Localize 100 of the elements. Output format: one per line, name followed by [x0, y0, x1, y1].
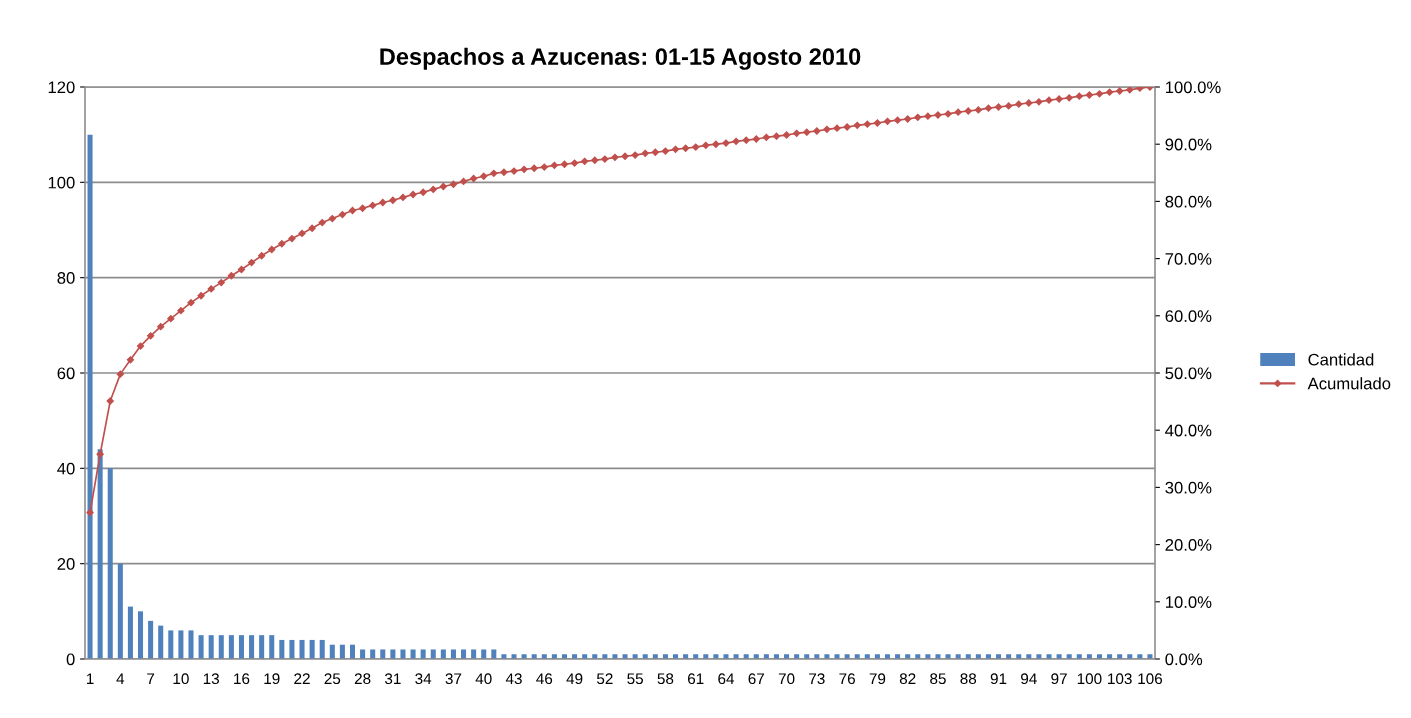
legend-label: Acumulado	[1307, 377, 1391, 390]
bar	[87, 134, 93, 659]
bar	[158, 625, 164, 659]
x-tick-label: 19	[264, 673, 280, 685]
x-tick-label: 1	[86, 673, 94, 684]
x-tick-label: 40	[475, 673, 492, 685]
bar	[360, 649, 366, 659]
bar	[259, 635, 265, 659]
bar	[410, 649, 416, 659]
bar	[148, 620, 154, 659]
bar	[117, 563, 123, 659]
bar	[107, 468, 113, 659]
y-tick-label: 80	[57, 272, 75, 284]
x-tick-label: 16	[234, 673, 250, 685]
x-tick-label: 43	[505, 673, 522, 685]
bar	[127, 606, 133, 659]
x-tick-label: 13	[203, 673, 220, 685]
x-tick-label: 88	[960, 673, 977, 685]
bar	[279, 639, 285, 659]
y2-tick-label: 50.0%	[1165, 367, 1212, 380]
x-tick-label: 4	[116, 673, 125, 684]
x-tick-label: 70	[778, 673, 795, 685]
bar	[138, 611, 144, 659]
bar	[289, 639, 295, 659]
x-tick-label: 73	[809, 673, 825, 685]
y2-tick-label: 0.0%	[1165, 653, 1203, 666]
bar	[723, 654, 729, 659]
bar	[1046, 654, 1052, 659]
x-tick-label: 58	[657, 673, 674, 685]
bar	[430, 649, 436, 659]
x-tick-label: 79	[869, 673, 886, 685]
y2-tick-label: 30.0%	[1165, 481, 1212, 494]
bar	[249, 635, 255, 659]
y-tick-label: 20	[57, 558, 75, 570]
x-tick-label: 94	[1021, 673, 1037, 685]
x-tick-label: 67	[748, 673, 764, 685]
y2-tick-label: 90.0%	[1165, 138, 1212, 151]
y2-tick-label: 40.0%	[1165, 424, 1212, 437]
bar	[269, 635, 275, 659]
y-tick-label: 40	[57, 462, 75, 475]
bar	[319, 639, 325, 659]
bar	[461, 649, 467, 659]
bar	[400, 649, 406, 659]
x-tick-label: 52	[596, 673, 613, 685]
x-tick-label: 7	[147, 673, 155, 684]
y-tick-label: 120	[48, 81, 75, 94]
bar	[349, 644, 356, 659]
x-tick-label: 106	[1138, 673, 1163, 685]
y2-tick-label: 10.0%	[1165, 596, 1212, 608]
y-tick-label: 0	[66, 653, 75, 666]
x-tick-label: 34	[415, 673, 432, 685]
bar	[97, 449, 103, 659]
bar	[238, 635, 244, 659]
x-tick-label: 28	[354, 673, 371, 685]
x-tick-label: 100	[1077, 673, 1102, 685]
legend-label: Cantidad	[1308, 353, 1374, 366]
bar	[339, 644, 345, 659]
x-tick-label: 103	[1108, 673, 1132, 685]
bar	[309, 639, 315, 659]
x-tick-label: 10	[173, 673, 189, 685]
bar	[450, 649, 456, 659]
x-tick-label: 76	[839, 673, 855, 685]
x-tick-label: 49	[566, 673, 583, 685]
x-tick-label: 85	[930, 673, 946, 685]
x-tick-label: 31	[384, 673, 401, 685]
y-tick-label: 100	[48, 176, 75, 189]
bar	[471, 649, 477, 659]
bar	[380, 649, 386, 659]
bar	[481, 649, 487, 659]
x-tick-label: 37	[445, 673, 462, 685]
y2-tick-label: 70.0%	[1165, 253, 1212, 265]
x-tick-label: 61	[687, 673, 704, 685]
bar	[188, 630, 194, 659]
bar	[208, 635, 214, 659]
x-tick-label: 64	[718, 673, 735, 685]
y2-tick-label: 20.0%	[1165, 539, 1212, 551]
x-tick-label: 46	[536, 673, 553, 685]
x-tick-label: 97	[1051, 673, 1067, 685]
x-tick-label: 25	[324, 673, 341, 685]
y2-tick-label: 80.0%	[1165, 195, 1212, 208]
bar	[198, 635, 204, 659]
y-tick-label: 60	[57, 367, 75, 380]
bar	[440, 649, 446, 659]
bar	[168, 630, 174, 659]
bar	[420, 649, 426, 659]
bar	[218, 635, 224, 659]
bar	[390, 649, 396, 659]
x-tick-label: 82	[899, 673, 916, 685]
bar	[511, 654, 517, 659]
bar	[491, 649, 497, 659]
y2-tick-label: 60.0%	[1165, 310, 1212, 322]
bar	[178, 630, 184, 659]
bar	[228, 635, 234, 659]
bar	[370, 649, 376, 659]
x-tick-label: 91	[990, 673, 1007, 685]
x-tick-label: 55	[627, 673, 643, 685]
bar	[329, 644, 335, 659]
y2-tick-label: 100.0%	[1165, 81, 1221, 94]
bar	[299, 639, 305, 659]
chart-title: Despachos a Azucenas: 01-15 Agosto 2010	[380, 47, 861, 70]
